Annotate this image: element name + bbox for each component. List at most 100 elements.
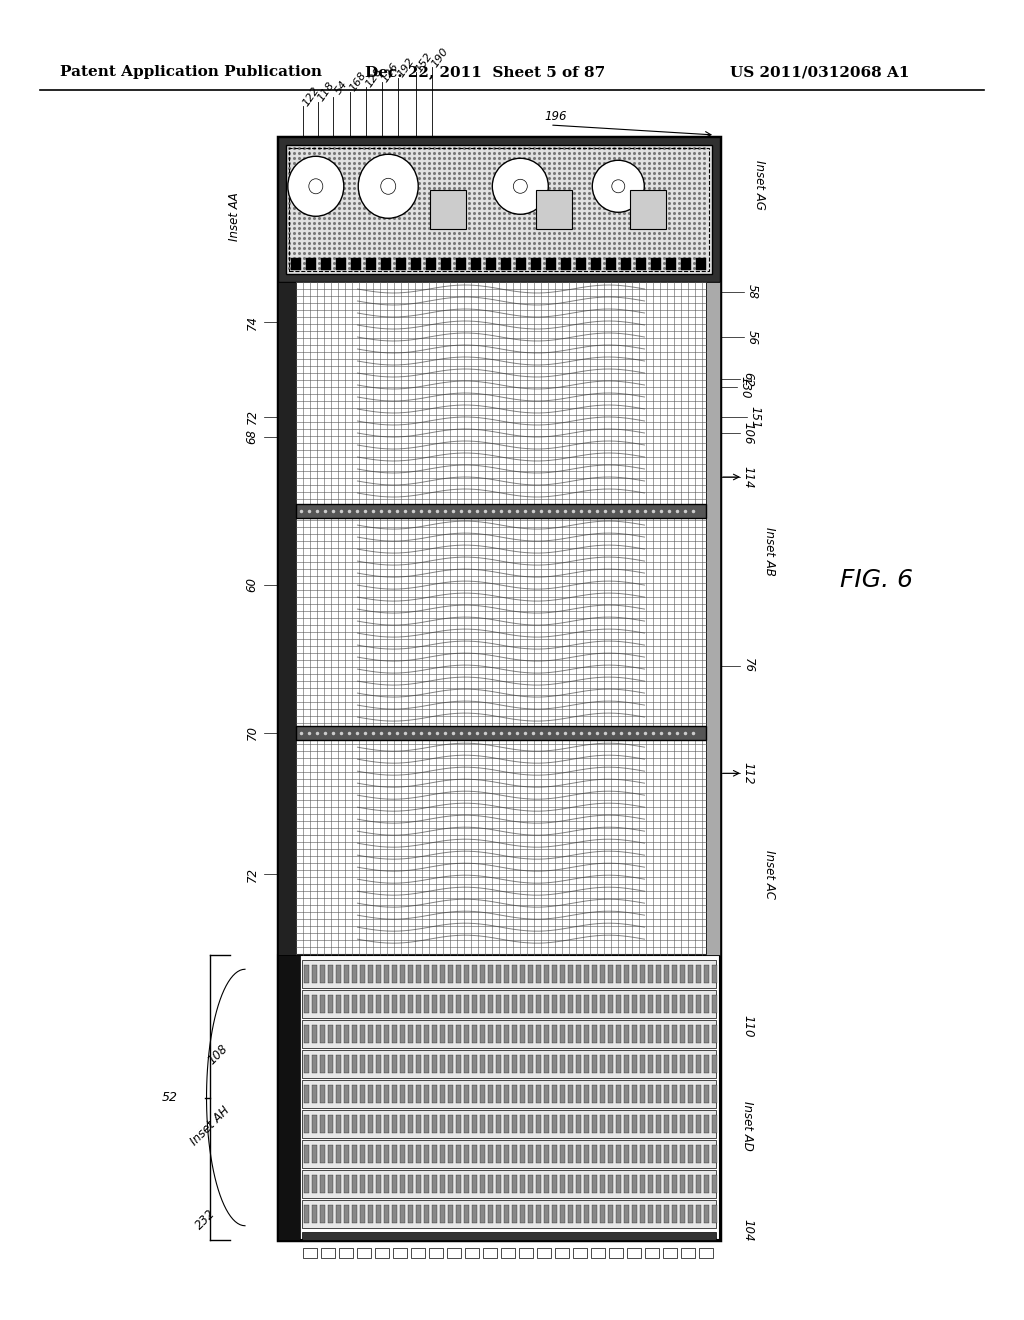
Bar: [449, 1144, 453, 1163]
Bar: [496, 1144, 501, 1163]
Bar: [575, 1024, 581, 1043]
Bar: [488, 965, 493, 983]
Bar: [360, 995, 365, 1012]
Bar: [456, 1144, 461, 1163]
Bar: [640, 1024, 645, 1043]
Text: Inset AH: Inset AH: [187, 1104, 232, 1148]
Bar: [504, 1024, 509, 1043]
Bar: [616, 1115, 621, 1133]
Bar: [648, 1024, 653, 1043]
Bar: [584, 1144, 589, 1163]
Bar: [408, 1024, 413, 1043]
Bar: [512, 1205, 517, 1222]
Bar: [289, 148, 709, 271]
Bar: [376, 1115, 381, 1133]
Text: 76: 76: [741, 659, 755, 673]
Bar: [447, 1247, 461, 1258]
Bar: [672, 965, 677, 983]
Bar: [616, 1055, 621, 1073]
Bar: [321, 1247, 335, 1258]
Bar: [575, 995, 581, 1012]
Bar: [696, 1205, 701, 1222]
Bar: [302, 1140, 716, 1168]
Bar: [480, 1144, 485, 1163]
Bar: [312, 1175, 317, 1193]
Bar: [600, 965, 605, 983]
Bar: [472, 995, 477, 1012]
Bar: [504, 995, 509, 1012]
Bar: [336, 1115, 341, 1133]
Bar: [400, 1055, 406, 1073]
Bar: [304, 995, 309, 1012]
Text: 151: 151: [749, 405, 762, 428]
Bar: [520, 1115, 525, 1133]
Bar: [664, 1205, 669, 1222]
Bar: [312, 995, 317, 1012]
Bar: [392, 1115, 397, 1133]
Bar: [366, 257, 376, 271]
Bar: [432, 1175, 437, 1193]
Bar: [384, 995, 389, 1012]
Bar: [592, 1144, 597, 1163]
Bar: [560, 995, 565, 1012]
Bar: [472, 1175, 477, 1193]
Bar: [456, 1055, 461, 1073]
Text: Dec. 22, 2011  Sheet 5 of 87: Dec. 22, 2011 Sheet 5 of 87: [365, 65, 605, 79]
Bar: [680, 1175, 685, 1193]
Bar: [449, 1024, 453, 1043]
Bar: [512, 1024, 517, 1043]
Text: 72: 72: [246, 867, 258, 882]
Bar: [632, 1205, 637, 1222]
Bar: [416, 1085, 421, 1104]
Bar: [488, 1175, 493, 1193]
Bar: [592, 1085, 597, 1104]
Bar: [432, 1085, 437, 1104]
Bar: [456, 965, 461, 983]
Bar: [426, 257, 436, 271]
Ellipse shape: [358, 154, 418, 218]
Bar: [336, 965, 341, 983]
Bar: [656, 995, 662, 1012]
Bar: [640, 965, 645, 983]
Bar: [536, 1205, 541, 1222]
Bar: [344, 1205, 349, 1222]
Bar: [504, 1205, 509, 1222]
Bar: [464, 1085, 469, 1104]
Bar: [552, 1024, 557, 1043]
Bar: [560, 1175, 565, 1193]
Bar: [592, 1055, 597, 1073]
Bar: [712, 1055, 717, 1073]
Bar: [304, 1175, 309, 1193]
Bar: [608, 1085, 613, 1104]
Bar: [328, 1175, 333, 1193]
Bar: [552, 1085, 557, 1104]
Text: Inset AD: Inset AD: [741, 1101, 755, 1151]
Bar: [575, 1115, 581, 1133]
Bar: [400, 1144, 406, 1163]
Bar: [696, 1175, 701, 1193]
Bar: [344, 1085, 349, 1104]
Bar: [336, 1205, 341, 1222]
Bar: [328, 1024, 333, 1043]
Bar: [680, 995, 685, 1012]
Bar: [696, 1144, 701, 1163]
Bar: [680, 1055, 685, 1073]
Bar: [449, 1055, 453, 1073]
Bar: [632, 1085, 637, 1104]
Bar: [546, 257, 556, 271]
Bar: [392, 1085, 397, 1104]
Text: 130: 130: [738, 376, 752, 399]
Bar: [664, 1115, 669, 1133]
Bar: [560, 1115, 565, 1133]
Bar: [712, 1115, 717, 1133]
Bar: [411, 1247, 425, 1258]
Bar: [360, 1175, 365, 1193]
Bar: [584, 995, 589, 1012]
Bar: [624, 1144, 629, 1163]
Bar: [496, 1175, 501, 1193]
Bar: [456, 1024, 461, 1043]
Bar: [278, 954, 720, 1239]
Bar: [441, 257, 451, 271]
Bar: [688, 1205, 693, 1222]
Bar: [306, 257, 316, 271]
